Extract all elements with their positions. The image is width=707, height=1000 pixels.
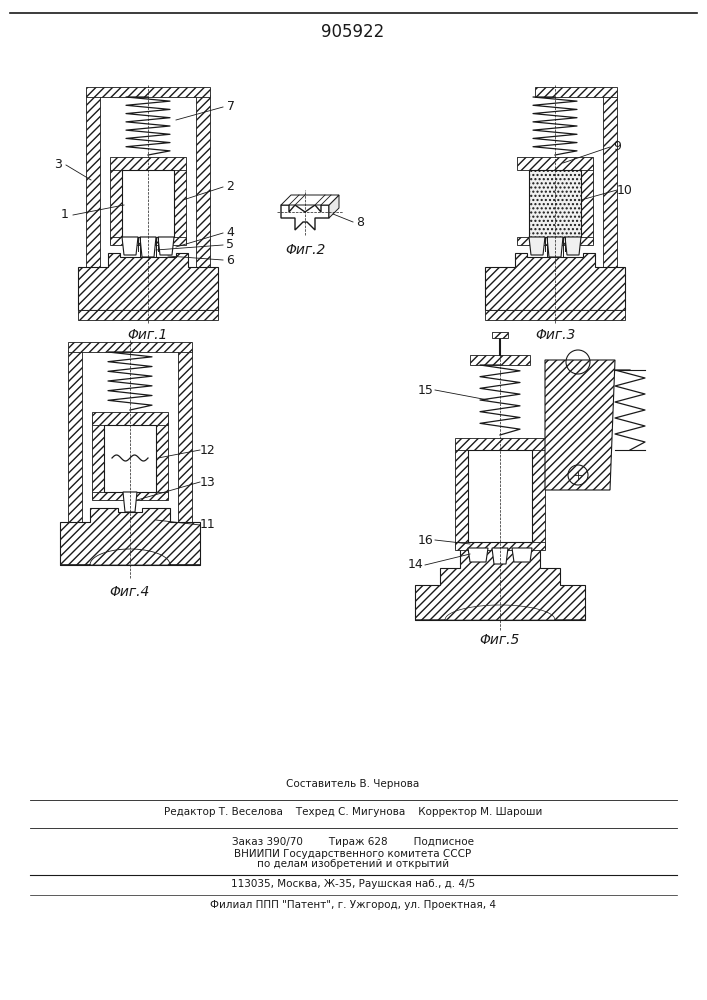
- Polygon shape: [468, 548, 488, 562]
- Text: Φиг.4: Φиг.4: [110, 585, 150, 599]
- Text: 3: 3: [54, 158, 62, 172]
- Polygon shape: [110, 237, 186, 245]
- Polygon shape: [581, 165, 593, 243]
- Polygon shape: [140, 237, 156, 257]
- Polygon shape: [60, 549, 200, 565]
- Polygon shape: [196, 95, 210, 285]
- Polygon shape: [68, 342, 192, 352]
- Polygon shape: [547, 237, 563, 257]
- Text: ВНИИПИ Государственного комитета СССР: ВНИИПИ Государственного комитета СССР: [235, 849, 472, 859]
- Text: 10: 10: [617, 184, 633, 196]
- Polygon shape: [110, 165, 122, 243]
- Polygon shape: [415, 548, 585, 620]
- Text: 2: 2: [226, 180, 234, 194]
- Text: Φиг.3: Φиг.3: [534, 328, 575, 342]
- Text: Составитель В. Чернова: Составитель В. Чернова: [286, 779, 420, 789]
- Polygon shape: [455, 438, 545, 450]
- Text: 5: 5: [226, 238, 234, 251]
- Polygon shape: [68, 350, 82, 540]
- Polygon shape: [78, 310, 218, 320]
- Polygon shape: [78, 253, 218, 310]
- Polygon shape: [535, 87, 617, 97]
- Polygon shape: [174, 165, 186, 243]
- Text: 6: 6: [226, 253, 234, 266]
- Polygon shape: [122, 237, 138, 255]
- Text: Φиг.1: Φиг.1: [128, 328, 168, 342]
- Text: 14: 14: [408, 558, 424, 572]
- Polygon shape: [104, 425, 156, 492]
- Text: Редактор Т. Веселова    Техред С. Мигунова    Корректор М. Шароши: Редактор Т. Веселова Техред С. Мигунова …: [164, 807, 542, 817]
- Polygon shape: [158, 237, 174, 255]
- Polygon shape: [529, 170, 581, 237]
- Polygon shape: [512, 548, 532, 562]
- Polygon shape: [92, 492, 168, 500]
- Polygon shape: [122, 170, 174, 237]
- Text: Φиг.2: Φиг.2: [285, 243, 325, 257]
- Polygon shape: [517, 157, 593, 170]
- Polygon shape: [468, 450, 532, 542]
- Text: 1: 1: [61, 209, 69, 222]
- Text: по делам изобретений и открытий: по делам изобретений и открытий: [257, 859, 449, 869]
- Text: Заказ 390/70        Тираж 628        Подписное: Заказ 390/70 Тираж 628 Подписное: [232, 837, 474, 847]
- Polygon shape: [455, 542, 545, 550]
- Polygon shape: [110, 157, 186, 170]
- Text: 4: 4: [226, 227, 234, 239]
- Polygon shape: [532, 445, 545, 548]
- Polygon shape: [415, 605, 585, 620]
- Text: 12: 12: [200, 444, 216, 456]
- Polygon shape: [60, 508, 200, 565]
- Text: 7: 7: [227, 101, 235, 113]
- Polygon shape: [565, 237, 581, 255]
- Text: 9: 9: [613, 140, 621, 153]
- Polygon shape: [485, 253, 625, 310]
- Polygon shape: [92, 420, 104, 498]
- Polygon shape: [517, 237, 593, 245]
- Text: 13: 13: [200, 476, 216, 488]
- Text: 15: 15: [418, 383, 434, 396]
- Polygon shape: [470, 355, 530, 365]
- Polygon shape: [485, 310, 625, 320]
- Polygon shape: [455, 445, 468, 548]
- Polygon shape: [86, 95, 100, 285]
- Text: 11: 11: [200, 518, 216, 532]
- Polygon shape: [545, 360, 615, 490]
- Polygon shape: [123, 492, 137, 512]
- Text: 16: 16: [418, 534, 434, 546]
- Text: 905922: 905922: [322, 23, 385, 41]
- Polygon shape: [92, 412, 168, 425]
- Polygon shape: [281, 195, 339, 205]
- Polygon shape: [178, 350, 192, 540]
- Polygon shape: [529, 237, 545, 255]
- Text: 113035, Москва, Ж-35, Раушская наб., д. 4/5: 113035, Москва, Ж-35, Раушская наб., д. …: [231, 879, 475, 889]
- Polygon shape: [86, 87, 210, 97]
- Polygon shape: [329, 195, 339, 218]
- Polygon shape: [156, 420, 168, 498]
- Polygon shape: [281, 205, 329, 230]
- Text: 8: 8: [356, 216, 364, 229]
- Text: Филиал ППП "Патент", г. Ужгород, ул. Проектная, 4: Филиал ППП "Патент", г. Ужгород, ул. Про…: [210, 900, 496, 910]
- Text: Φиг.5: Φиг.5: [480, 633, 520, 647]
- Polygon shape: [603, 95, 617, 285]
- Polygon shape: [492, 548, 508, 564]
- Polygon shape: [492, 332, 508, 338]
